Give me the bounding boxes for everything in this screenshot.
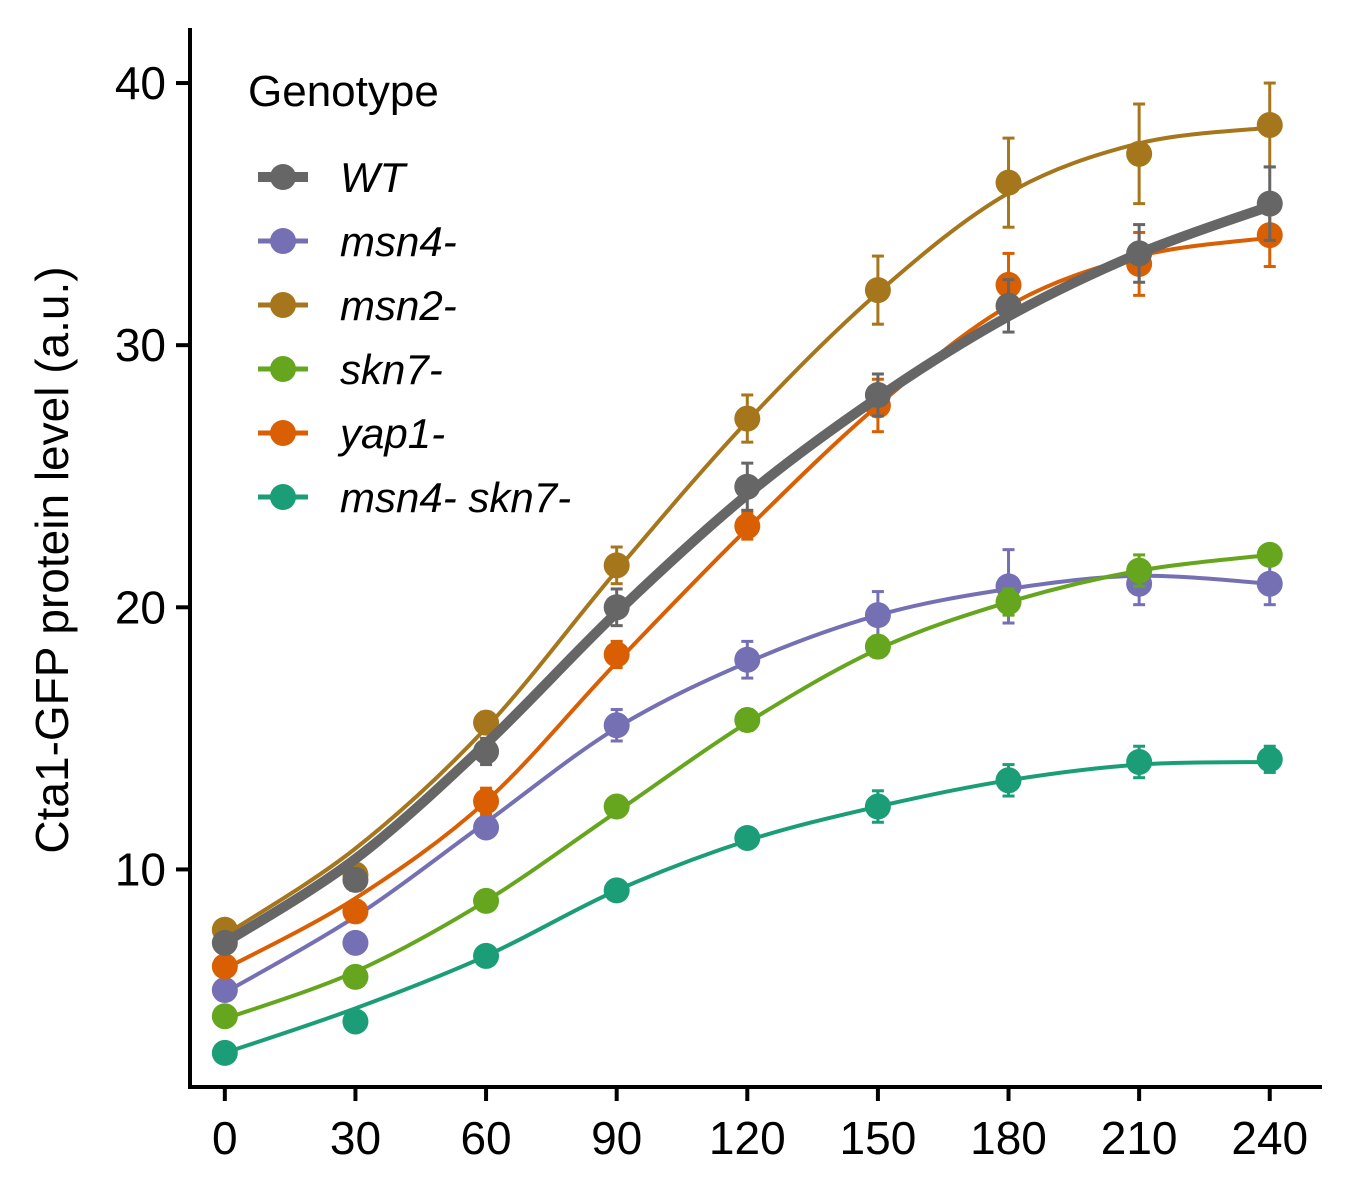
x-tick-label: 210 <box>1101 1112 1178 1164</box>
series-line <box>222 573 1272 995</box>
legend-swatch-point <box>270 484 296 510</box>
y-tick-label: 30 <box>115 319 166 371</box>
data-point <box>734 707 761 734</box>
legend-label: msn4- skn7- <box>340 474 571 521</box>
x-tick-label: 90 <box>591 1112 642 1164</box>
legend-label: WT <box>340 154 409 201</box>
legend-label: skn7- <box>340 346 443 393</box>
legend-swatch-point <box>270 228 296 254</box>
data-point <box>473 814 500 841</box>
x-tick-label: 60 <box>460 1112 511 1164</box>
series-line <box>222 125 1272 937</box>
data-point <box>995 767 1022 794</box>
legend: Genotype WT msn4- msn2- skn7- yap1- msn4- skn… <box>248 67 571 521</box>
data-point <box>603 793 630 820</box>
data-point <box>734 824 761 851</box>
data-point <box>342 929 369 956</box>
series-line <box>219 201 1275 948</box>
data-point <box>473 887 500 914</box>
legend-item: msn4- skn7- <box>258 474 571 521</box>
series-line <box>222 552 1272 1021</box>
legend-label: yap1- <box>337 410 445 457</box>
plot-area <box>211 81 1283 1066</box>
data-point <box>1256 746 1283 773</box>
data-point <box>1126 240 1153 267</box>
series-WT <box>211 165 1283 956</box>
data-point <box>864 381 891 408</box>
data-point <box>864 277 891 304</box>
legend-swatch-point <box>270 356 296 382</box>
series-msn4- <box>211 548 1283 1004</box>
legend-item: msn2- <box>258 282 457 329</box>
data-point <box>342 1008 369 1035</box>
legend-title: Genotype <box>248 67 439 116</box>
data-point <box>734 473 761 500</box>
series-skn7- <box>211 541 1283 1030</box>
data-point <box>1256 190 1283 217</box>
x-tick-label: 150 <box>840 1112 917 1164</box>
data-point <box>1256 111 1283 138</box>
x-tick-label: 30 <box>330 1112 381 1164</box>
data-point <box>1256 570 1283 597</box>
x-ticks: 0 30 60 90 120 150 180 210 240 <box>212 1087 1308 1164</box>
data-point <box>995 589 1022 616</box>
data-point <box>342 898 369 925</box>
legend-item: yap1- <box>258 410 445 457</box>
y-axis-title: Cta1-GFP protein level (a.u.) <box>26 266 78 853</box>
x-tick-label: 240 <box>1231 1112 1308 1164</box>
axes: 0 30 60 90 120 150 180 210 240 10 20 30 40 Cta1-GFP… <box>26 28 1322 1164</box>
y-tick-label: 10 <box>115 843 166 895</box>
legend-swatch-point <box>270 420 296 446</box>
legend-swatch-point <box>270 164 296 190</box>
data-point <box>734 405 761 432</box>
x-tick-label: 120 <box>709 1112 786 1164</box>
data-point <box>864 793 891 820</box>
data-point <box>995 169 1022 196</box>
data-point <box>603 877 630 904</box>
data-point <box>603 594 630 621</box>
data-point <box>342 866 369 893</box>
series-line <box>222 760 1272 1055</box>
series-msn4--skn7- <box>211 744 1283 1066</box>
x-tick-label: 180 <box>970 1112 1047 1164</box>
data-point <box>473 942 500 969</box>
data-point <box>473 709 500 736</box>
data-point <box>603 641 630 668</box>
y-tick-label: 20 <box>115 581 166 633</box>
legend-label: msn2- <box>340 282 457 329</box>
data-point <box>603 552 630 579</box>
x-tick-label: 0 <box>212 1112 238 1164</box>
data-point <box>864 602 891 629</box>
data-point <box>734 646 761 673</box>
legend-items: WT msn4- msn2- skn7- yap1- msn4- skn7- <box>258 154 571 521</box>
series-yap1- <box>211 202 1283 980</box>
data-point <box>603 712 630 739</box>
legend-item: WT <box>258 154 409 201</box>
legend-item: msn4- <box>258 218 457 265</box>
data-point <box>473 788 500 815</box>
data-point <box>342 963 369 990</box>
y-ticks: 10 20 30 40 <box>115 57 190 895</box>
legend-swatch-point <box>270 292 296 318</box>
legend-label: msn4- <box>340 218 457 265</box>
data-point <box>211 953 238 980</box>
data-point <box>995 292 1022 319</box>
data-point <box>211 1039 238 1066</box>
data-point <box>1126 140 1153 167</box>
data-point <box>1256 541 1283 568</box>
data-point <box>734 513 761 540</box>
data-point <box>1126 748 1153 775</box>
data-point <box>864 633 891 660</box>
data-point <box>211 929 238 956</box>
y-tick-label: 40 <box>115 57 166 109</box>
data-point <box>211 1003 238 1030</box>
data-point <box>1126 557 1153 584</box>
data-point <box>211 977 238 1004</box>
data-point <box>473 738 500 765</box>
legend-item: skn7- <box>258 346 443 393</box>
